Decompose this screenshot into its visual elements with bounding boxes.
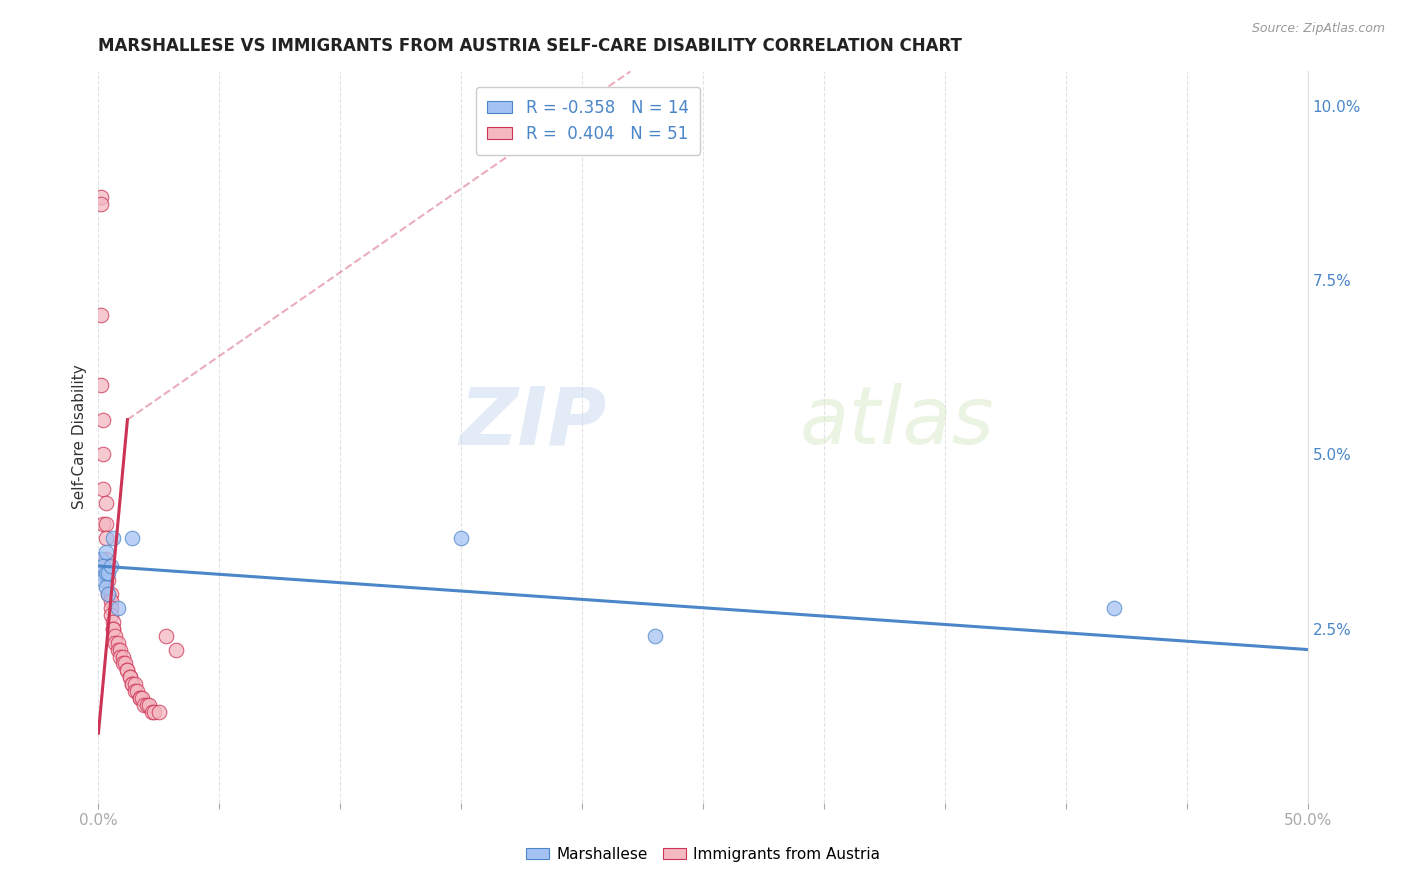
Legend: Marshallese, Immigrants from Austria: Marshallese, Immigrants from Austria xyxy=(519,841,887,868)
Point xyxy=(101,622,124,636)
Point xyxy=(121,677,143,691)
Point xyxy=(91,573,114,587)
Y-axis label: Self-Care Disability: Self-Care Disability xyxy=(72,365,87,509)
Point xyxy=(94,566,117,580)
Point xyxy=(94,517,117,532)
Point xyxy=(148,705,170,719)
Point xyxy=(90,190,112,204)
Point xyxy=(1102,600,1125,615)
Point xyxy=(91,517,114,532)
Point xyxy=(97,587,120,601)
Point xyxy=(101,622,124,636)
Point xyxy=(104,635,127,649)
Point xyxy=(644,629,666,643)
Point xyxy=(111,649,134,664)
Point xyxy=(155,629,177,643)
Point xyxy=(143,705,166,719)
Point xyxy=(100,558,122,573)
Point xyxy=(107,642,129,657)
Point xyxy=(91,483,114,497)
Point xyxy=(111,657,134,671)
Text: Source: ZipAtlas.com: Source: ZipAtlas.com xyxy=(1251,22,1385,36)
Point xyxy=(97,573,120,587)
Point xyxy=(100,587,122,601)
Point xyxy=(131,691,153,706)
Point xyxy=(138,698,160,713)
Point xyxy=(100,600,122,615)
Point xyxy=(107,635,129,649)
Point xyxy=(94,580,117,594)
Point xyxy=(107,600,129,615)
Point xyxy=(141,705,163,719)
Point xyxy=(127,684,149,698)
Point xyxy=(97,566,120,580)
Point xyxy=(91,412,114,426)
Point xyxy=(94,531,117,545)
Point xyxy=(90,308,112,322)
Point xyxy=(100,607,122,622)
Point xyxy=(165,642,187,657)
Point xyxy=(104,629,127,643)
Point xyxy=(450,531,472,545)
Point xyxy=(124,677,146,691)
Point xyxy=(108,642,131,657)
Point xyxy=(101,531,124,545)
Point xyxy=(134,698,156,713)
Point xyxy=(118,670,141,684)
Point xyxy=(90,566,112,580)
Point xyxy=(90,196,112,211)
Point xyxy=(117,664,139,678)
Point xyxy=(90,377,112,392)
Point xyxy=(94,545,117,559)
Point xyxy=(94,552,117,566)
Point xyxy=(118,670,141,684)
Point xyxy=(124,684,146,698)
Point xyxy=(100,594,122,608)
Point xyxy=(114,657,136,671)
Point xyxy=(97,558,120,573)
Point xyxy=(91,448,114,462)
Text: MARSHALLESE VS IMMIGRANTS FROM AUSTRIA SELF-CARE DISABILITY CORRELATION CHART: MARSHALLESE VS IMMIGRANTS FROM AUSTRIA S… xyxy=(98,37,962,54)
Text: atlas: atlas xyxy=(800,384,994,461)
Point xyxy=(91,558,114,573)
Point xyxy=(97,587,120,601)
Point xyxy=(128,691,150,706)
Point xyxy=(90,552,112,566)
Point xyxy=(108,649,131,664)
Point xyxy=(117,664,139,678)
Point xyxy=(94,496,117,510)
Point xyxy=(121,531,143,545)
Point xyxy=(128,691,150,706)
Point xyxy=(135,698,157,713)
Text: ZIP: ZIP xyxy=(458,384,606,461)
Point xyxy=(121,677,143,691)
Point xyxy=(101,615,124,629)
